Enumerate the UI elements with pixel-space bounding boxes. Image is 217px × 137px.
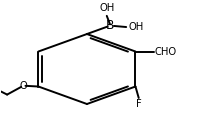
Text: B: B bbox=[106, 19, 114, 32]
Text: OH: OH bbox=[128, 22, 144, 32]
Text: F: F bbox=[136, 99, 142, 109]
Text: CHO: CHO bbox=[155, 47, 177, 57]
Text: OH: OH bbox=[100, 3, 115, 13]
Text: O: O bbox=[20, 81, 27, 91]
